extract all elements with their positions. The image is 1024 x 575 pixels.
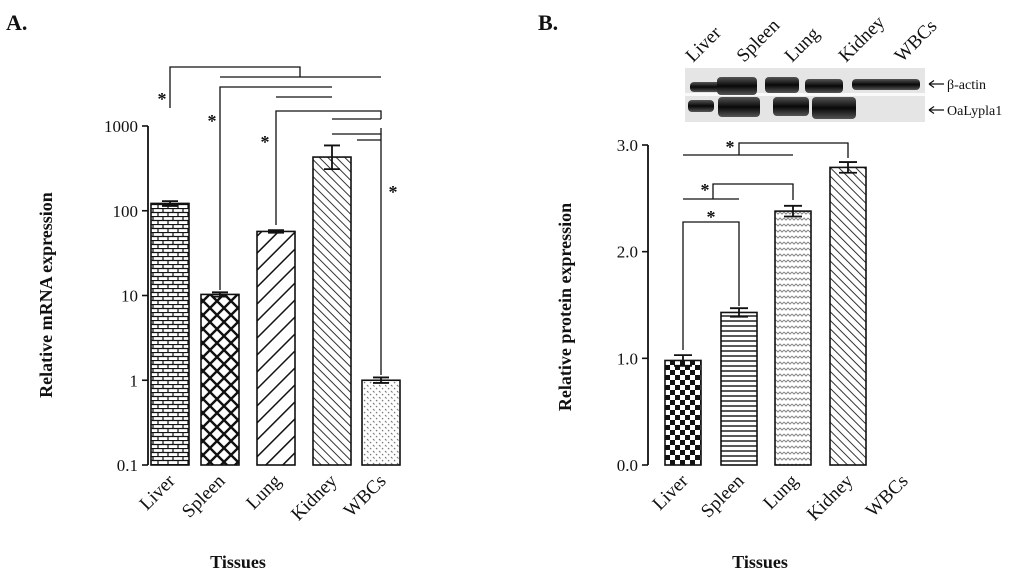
panel-a-x-title: Tissues [210,552,266,572]
a-bar-wbcs [361,379,401,466]
a-ytick-label: 100 [113,202,139,221]
a-category-spleen: Spleen [178,470,230,522]
a-bar-spleen [200,293,240,466]
a-error-wbcs [373,376,389,384]
b-ytick-label: 1.0 [617,349,638,368]
panel-b-chart: 0.0 1.0 2.0 3.0 Liver Spleen Lung Kidney WBCs *… [555,136,913,572]
b-category-kidney: Kidney [803,470,858,525]
a-bar-liver [150,202,190,466]
arrow-icon [928,106,944,114]
a-ytick-label: 1000 [104,117,138,136]
blot-band-oalypla1 [688,100,714,112]
b-category-liver: Liver [649,470,693,514]
arrow-icon [928,80,944,88]
a-error-spleen [212,291,228,298]
a-significance-star: * [158,89,167,109]
a-error-kidney [324,144,340,171]
b-significance-star: * [726,137,735,157]
blot-lane-wbcs: WBCs [891,16,942,67]
b-bar-spleen [720,311,758,466]
bracket-kidney [332,128,382,135]
b-error-lung [784,204,802,218]
blot-band-oalypla1 [812,97,856,119]
panel-b-y-title: Relative protein expression [555,203,575,411]
a-category-wbcs: WBCs [340,471,391,522]
panel-a-significance [169,66,382,375]
b-significance-star: * [707,207,716,227]
a-ytick-label: 1 [130,371,139,390]
b-bar-lung [774,210,812,466]
a-ytick-label: 10 [121,287,138,306]
b-ytick-label: 3.0 [617,136,638,155]
blot-row-divider [685,93,925,96]
bracket-lung-b [712,183,794,200]
b-error-liver [674,354,692,367]
a-significance-star: * [261,132,270,152]
b-category-wbcs: WBCs [862,471,913,522]
bracket-liver-b [682,221,740,350]
b-error-spleen [730,307,748,318]
b-error-kidney [839,161,857,174]
blot-row-label-oalypla1: OaLypla1 [947,104,1002,119]
bracket-lung [275,110,382,225]
bracket-liver-wbcs [169,66,301,108]
blot-lane-liver: Liver [682,22,726,66]
b-bar-kidney [829,166,867,466]
blot-band-oalypla1 [773,97,809,116]
b-category-lung: Lung [759,470,803,514]
b-category-spleen: Spleen [697,470,749,522]
a-category-liver: Liver [136,470,180,514]
a-error-lung [268,229,284,234]
bracket-kidney-top [738,142,849,158]
b-significance-star: * [701,180,710,200]
blot-band-oalypla1 [718,97,760,117]
blot-band-beta-actin [717,77,757,95]
b-ytick-label: 2.0 [617,243,638,262]
a-bar-kidney [312,156,352,466]
blot-band-beta-actin [805,79,843,93]
blot-lane-spleen: Spleen [733,15,785,67]
a-error-liver [162,200,178,207]
panel-b-label: B. [538,10,558,35]
bracket-spleen [219,86,332,290]
b-ytick-label: 0.0 [617,456,638,475]
b-bar-liver [664,359,702,466]
panel-a-y-title: Relative mRNA expression [36,192,56,398]
blot-lane-lung: Lung [781,23,825,67]
a-category-lung: Lung [242,470,286,514]
panel-b-x-title: Tissues [732,552,788,572]
a-significance-star: * [389,182,398,202]
blot-band-beta-actin [852,79,920,90]
blot-row-label--actin: β-actin [947,78,986,93]
panel-b-significance [682,142,849,350]
a-bar-lung [256,230,296,466]
a-category-kidney: Kidney [287,470,342,525]
blot-lane-kidney: Kidney [835,12,890,67]
a-significance-star: * [208,111,217,131]
panel-a-label: A. [6,10,27,35]
blot-band-beta-actin [765,77,799,93]
a-ytick-label: 0.1 [117,456,138,475]
